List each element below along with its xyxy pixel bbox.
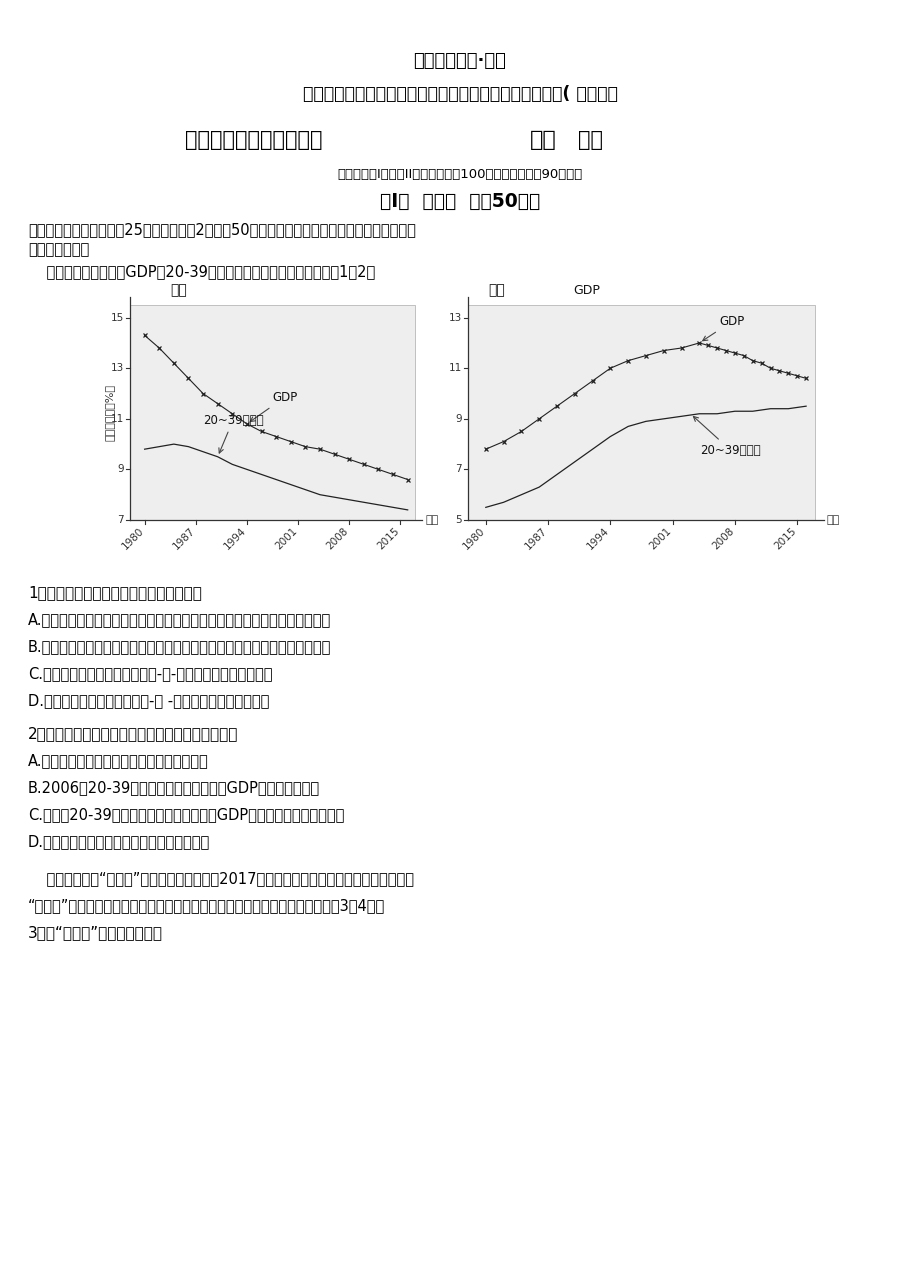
Text: 年份: 年份 (826, 515, 839, 525)
Text: 广东: 广东 (487, 283, 505, 297)
Text: 1980: 1980 (119, 526, 145, 552)
Bar (130, 304, 414, 520)
Text: 9: 9 (118, 465, 124, 474)
Text: 1994: 1994 (584, 526, 611, 552)
Text: 下图是东北和广东的GDP和20-39岁常住人口占全国比例，据图回答1～2题: 下图是东北和广东的GDP和20-39岁常住人口占全国比例，据图回答1～2题 (28, 264, 375, 279)
Text: 1．关于东北和广东人口变化说法正确的是: 1．关于东北和广东人口变化说法正确的是 (28, 585, 201, 600)
Text: 20~39岁人口: 20~39岁人口 (202, 414, 263, 454)
Text: 本试卷分第I卷和第II卷两部分，共100分。考试时间为90分钟。: 本试卷分第I卷和第II卷两部分，共100分。考试时间为90分钟。 (337, 168, 582, 181)
Text: 合题目要求。）: 合题目要求。） (28, 242, 89, 257)
Text: 东北: 东北 (170, 283, 187, 297)
Text: A.人口大量迁入广东，促进广东经济高速发展: A.人口大量迁入广东，促进广东经济高速发展 (28, 753, 209, 768)
Text: 最新教学资料·地理: 最新教学资料·地理 (414, 52, 505, 70)
Text: GDP: GDP (702, 315, 743, 340)
Text: 13: 13 (448, 312, 461, 322)
Text: 高三学年第二次调研考试: 高三学年第二次调研考试 (185, 130, 323, 150)
Text: 13: 13 (110, 363, 124, 373)
Text: 地理: 地理 (529, 130, 556, 150)
Text: C.刺激广东省人口增长模式由低-低-低型向高低高型模式转换: C.刺激广东省人口增长模式由低-低-低型向高低高型模式转换 (28, 666, 272, 682)
Text: B.受人口迁移的影响，东北青少年儿童比例会增大，东北的人口增长率会上升: B.受人口迁移的影响，东北青少年儿童比例会增大，东北的人口增长率会上升 (28, 640, 331, 654)
Text: 1987: 1987 (523, 526, 549, 552)
Text: 5: 5 (455, 515, 461, 525)
Text: 1987: 1987 (171, 526, 197, 552)
Text: 2001: 2001 (273, 526, 299, 552)
Text: 11: 11 (448, 363, 461, 373)
Text: 11: 11 (110, 414, 124, 424)
Bar (468, 304, 814, 520)
Text: 15: 15 (110, 312, 124, 322)
Text: 2008: 2008 (324, 526, 350, 552)
Text: 年份: 年份 (425, 515, 438, 525)
Text: 3．与“北上广”相比，重庆等地: 3．与“北上广”相比，重庆等地 (28, 925, 163, 940)
Text: 7: 7 (118, 515, 124, 525)
Text: D.刺激东北人口增长模式由低-低 -低型向高低高型模式转换: D.刺激东北人口增长模式由低-低 -低型向高低高型模式转换 (28, 693, 269, 708)
Text: 一、单项选择题（本题共25小题，每小题2分，共50分。每小题给出的四个选项中，只有一项符: 一、单项选择题（本题共25小题，每小题2分，共50分。每小题给出的四个选项中，只… (28, 222, 415, 237)
Text: A.受人口迁移的影响，广东省青壮年比例会增大，广东省的自然增长率会上升: A.受人口迁移的影响，广东省青壮年比例会增大，广东省的自然增长率会上升 (28, 612, 331, 627)
Text: D.东北人口的这种变化会制约东北的经济发展: D.东北人口的这种变化会制约东北的经济发展 (28, 834, 210, 848)
Text: 2015: 2015 (772, 526, 798, 552)
Text: 7: 7 (455, 465, 461, 474)
Text: GDP: GDP (250, 391, 297, 422)
Text: B.2006年20-39岁人口的过度增长使广东GDP占全国比重下降: B.2006年20-39岁人口的过度增长使广东GDP占全国比重下降 (28, 780, 320, 795)
Text: GDP: GDP (573, 284, 599, 297)
Text: 9: 9 (455, 414, 461, 424)
Text: 1994: 1994 (221, 526, 247, 552)
Text: 2015: 2015 (375, 526, 401, 552)
Text: 2001: 2001 (647, 526, 673, 552)
Text: C.只有使20-39岁人口比例上升才能使东北GDP占全国比重转为上升趋势: C.只有使20-39岁人口比例上升才能使东北GDP占全国比重转为上升趋势 (28, 806, 344, 822)
Text: 第I卷  选择题  （共50分）: 第I卷 选择题 （共50分） (380, 192, 539, 211)
Text: 近年来，离开“北上广”成为一个热门话题。2017年第二季度全网移动用户的大数据显示，: 近年来，离开“北上广”成为一个热门话题。2017年第二季度全网移动用户的大数据显… (28, 871, 414, 885)
Text: 黑龙江省哈尔滨三中高三上学期第二次调研考试地理试卷( 含答案）: 黑龙江省哈尔滨三中高三上学期第二次调研考试地理试卷( 含答案） (302, 85, 617, 103)
Text: 2008: 2008 (709, 526, 735, 552)
Text: 2．两地的人口变化对经济发展的影响说法正确的是: 2．两地的人口变化对经济发展的影响说法正确的是 (28, 726, 238, 741)
Text: 占全国比例（%）: 占全国比例（%） (105, 383, 115, 441)
Text: 1980: 1980 (460, 526, 486, 552)
Text: “北上广”迁出的人群主要流向了重庆、杭州、成都、厦门、苏州等地。据此完成3～4题。: “北上广”迁出的人群主要流向了重庆、杭州、成都、厦门、苏州等地。据此完成3～4题… (28, 898, 385, 913)
Text: 20~39岁人口: 20~39岁人口 (693, 417, 760, 457)
Text: 试卷: 试卷 (577, 130, 602, 150)
